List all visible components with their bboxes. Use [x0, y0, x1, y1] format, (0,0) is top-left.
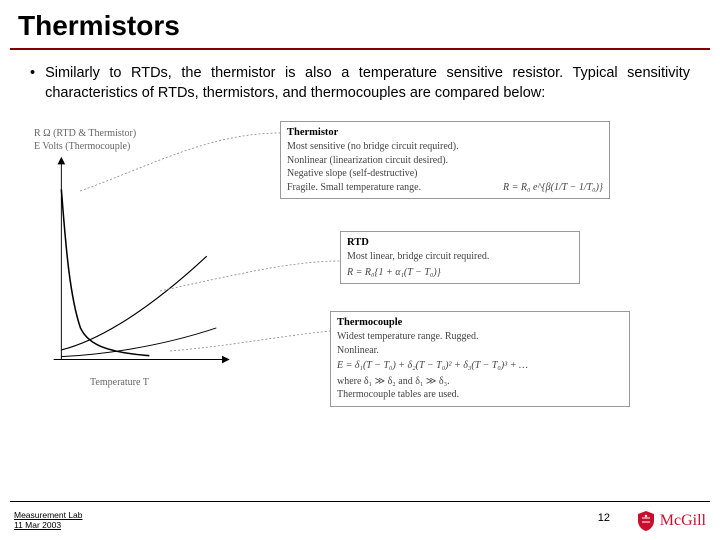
mcgill-logo: McGill: [636, 510, 706, 532]
thermistor-header: Thermistor: [287, 126, 603, 140]
footer-divider: [10, 501, 710, 502]
box-thermocouple: Thermocouple Widest temperature range. R…: [330, 311, 630, 407]
thermistor-line-1: Nonlinear (linearization circuit desired…: [287, 154, 603, 168]
y-label-resistance: R Ω (RTD & Thermistor): [34, 127, 136, 140]
footer-date: 11 Mar 2003: [14, 520, 83, 530]
thermocouple-tail: Thermocouple tables are used.: [337, 388, 623, 402]
rtd-header: RTD: [347, 236, 573, 250]
bullet-paragraph: • Similarly to RTDs, the thermistor is a…: [0, 50, 720, 103]
shield-icon: [636, 510, 656, 532]
thermistor-line-2: Negative slope (self-destructive): [287, 167, 603, 181]
thermocouple-line-1: Nonlinear.: [337, 344, 623, 358]
logo-text: McGill: [660, 512, 706, 530]
thermocouple-line-0: Widest temperature range. Rugged.: [337, 330, 623, 344]
thermistor-line-0: Most sensitive (no bridge circuit requir…: [287, 140, 603, 154]
sensitivity-chart: [30, 151, 240, 371]
thermocouple-header: Thermocouple: [337, 316, 623, 330]
box-thermistor: Thermistor Most sensitive (no bridge cir…: [280, 121, 610, 199]
rtd-formula: R = R₀{1 + α₁(T − T₀)}: [347, 266, 573, 280]
bullet-marker: •: [30, 64, 35, 103]
figure-area: R Ω (RTD & Thermistor) E Volts (Thermoco…: [30, 121, 690, 431]
page-number: 12: [598, 512, 610, 524]
thermocouple-note: where δ₁ ≫ δ₂ and δ₁ ≫ δ₃.: [337, 375, 623, 389]
thermistor-line-3: Fragile. Small temperature range.: [287, 181, 421, 195]
y-axis-labels: R Ω (RTD & Thermistor) E Volts (Thermoco…: [34, 127, 136, 153]
thermistor-formula: R = R₀ e^{β(1/T − 1/T₀)}: [503, 181, 603, 195]
footer-lab: Measurement Lab: [14, 510, 83, 520]
thermocouple-formula: E = δ₁(T − T₀) + δ₂(T − T₀)² + δ₃(T − T₀…: [337, 359, 623, 373]
footer-left: Measurement Lab 11 Mar 2003: [14, 510, 83, 530]
x-axis-label: Temperature T: [90, 377, 149, 388]
rtd-line-0: Most linear, bridge circuit required.: [347, 250, 573, 264]
bullet-text: Similarly to RTDs, the thermistor is als…: [45, 64, 690, 103]
slide-title: Thermistors: [0, 0, 720, 48]
box-rtd: RTD Most linear, bridge circuit required…: [340, 231, 580, 284]
